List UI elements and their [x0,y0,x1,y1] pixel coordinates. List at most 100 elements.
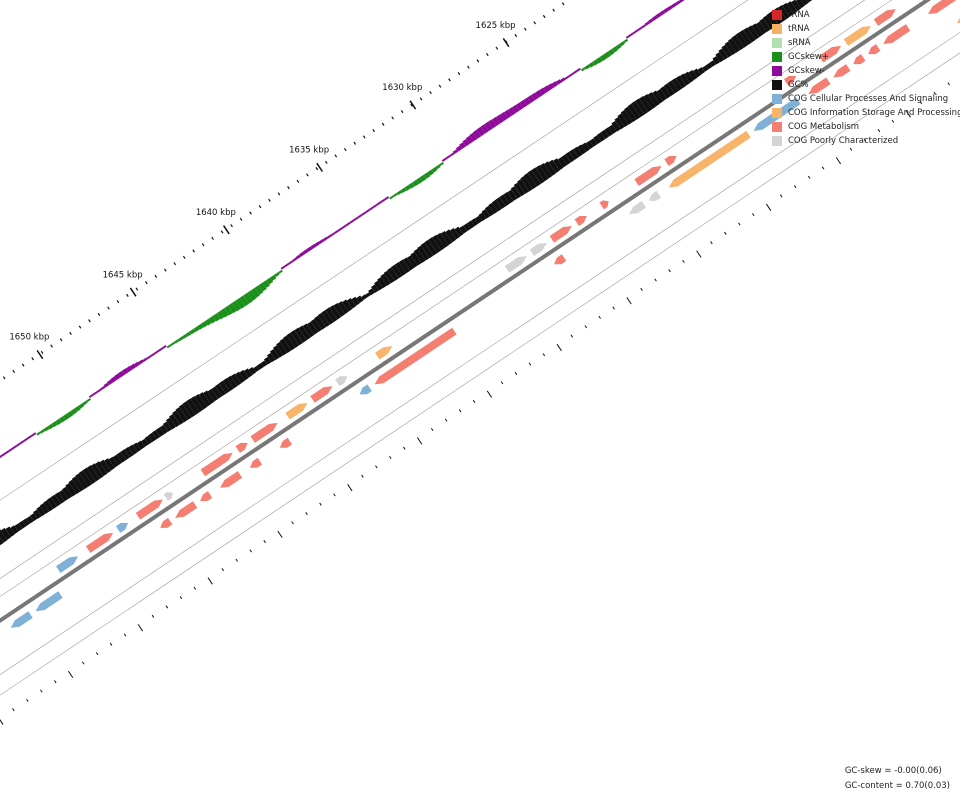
inner-tick [444,418,448,422]
gc-skew-bar [389,195,395,200]
gc-percent-bar [667,80,679,94]
minor-tick [59,338,63,342]
gc-percent-bar [325,307,338,323]
gc-percent-bar [510,186,522,199]
gc-percent-bar [279,338,292,353]
gc-skew-bar [295,254,301,260]
gc-percent-bar [380,273,391,286]
inner-tick [486,390,493,398]
minor-tick [173,262,177,266]
gc-percent-bar [712,56,721,65]
gc-skew-bar [419,174,427,182]
gc-percent-bar [314,315,326,330]
minor-tick [135,287,139,291]
minor-tick [372,129,376,133]
legend-item-gcskew-plus: GCskew+ [772,50,960,64]
gc-percent-bar [683,71,694,83]
legend-swatch-gcskew-plus [772,52,782,62]
gc-skew-bar [284,262,290,268]
gene-forward [85,532,114,553]
gc-percent-bar [230,373,242,386]
gc-skew-bar [531,92,539,101]
minor-tick [163,268,167,272]
gc-skew-bar [588,61,595,68]
gc-percent-bar [593,135,602,145]
gc-percent-bar [172,410,184,425]
minor-tick [419,97,423,101]
major-tick [409,100,417,110]
gc-percent-bar [104,458,115,471]
gc-skew-bar [396,190,403,196]
gc-skew-track [0,0,686,459]
gc-skew-bar [365,209,370,214]
gc-percent-bar [68,479,81,495]
gc-percent-bar [520,175,534,192]
gc-percent-bar [26,515,34,524]
gc-skew-bar [469,132,478,142]
legend-label-gcskew-minus: GCskew- [788,66,825,76]
gc-percent-bar [751,23,763,38]
gc-percent-bar [116,451,126,463]
gc-skew-bar [254,285,264,295]
gc-percent-bar [141,438,149,447]
gc-percent-bar [608,124,617,134]
minor-tick [514,33,518,38]
gc-skew-bar [266,277,274,285]
inner-tick [221,568,225,572]
gc-percent-bar [548,159,560,174]
gc-skew-bar [262,279,271,288]
gc-percent-bar [449,227,460,240]
minor-tick [88,319,91,323]
gc-skew-bar [299,251,305,257]
gc-skew-bar [27,434,33,440]
gc-percent-bar [365,292,371,298]
minor-tick [362,135,366,139]
inner-tick [710,241,713,245]
gc-percent-bar [561,154,571,165]
inner-tick [863,138,867,142]
minor-tick [107,306,110,310]
legend-label-trna: tRNA [788,24,810,34]
gc-skew-bar [288,260,294,265]
gc-skew-bar [596,56,603,64]
inner-tick [235,558,238,562]
gc-skew-bar [231,300,242,312]
gc-percent-bar [383,270,395,284]
gc-percent-bar [207,388,219,402]
gc-percent-bar [499,194,510,207]
minor-tick [220,230,224,234]
gc-percent-bar [565,151,575,163]
gc-skew-bar [322,236,328,242]
gc-percent-bar [169,413,180,428]
gene-reverse [374,327,457,385]
minor-tick [324,160,328,164]
position-label: 1635 kbp [289,146,329,156]
inner-tick [403,446,406,450]
gc-percent-bar [162,421,172,432]
position-label: 1640 kbp [196,208,236,218]
gc-percent-bar [159,424,169,435]
gc-percent-bar [759,18,771,33]
gc-percent-bar [488,202,499,214]
gc-skew-bar [441,157,447,162]
gc-percent-bar [718,48,729,60]
gc-skew-bar [412,179,419,187]
gc-percent-bar [18,520,26,529]
minor-tick [495,46,499,50]
legend-item-cog-poorly: COG Poorly Characterized [772,134,960,148]
inner-tick [877,129,881,133]
gc-percent-bar [257,362,264,370]
legend-swatch-gc-percent [772,80,782,90]
gene-forward [285,402,308,420]
gc-skew-bar [23,437,29,442]
gc-skew-bar [310,243,317,250]
gene-reverse [35,591,63,612]
inner-tick [793,185,797,189]
inner-tick [472,399,476,403]
gene-forward [664,155,677,166]
gc-percent-bar [54,492,65,504]
gc-percent-bar [75,473,89,490]
gc-skew-bar [150,352,156,357]
gc-percent-bar [239,369,249,381]
